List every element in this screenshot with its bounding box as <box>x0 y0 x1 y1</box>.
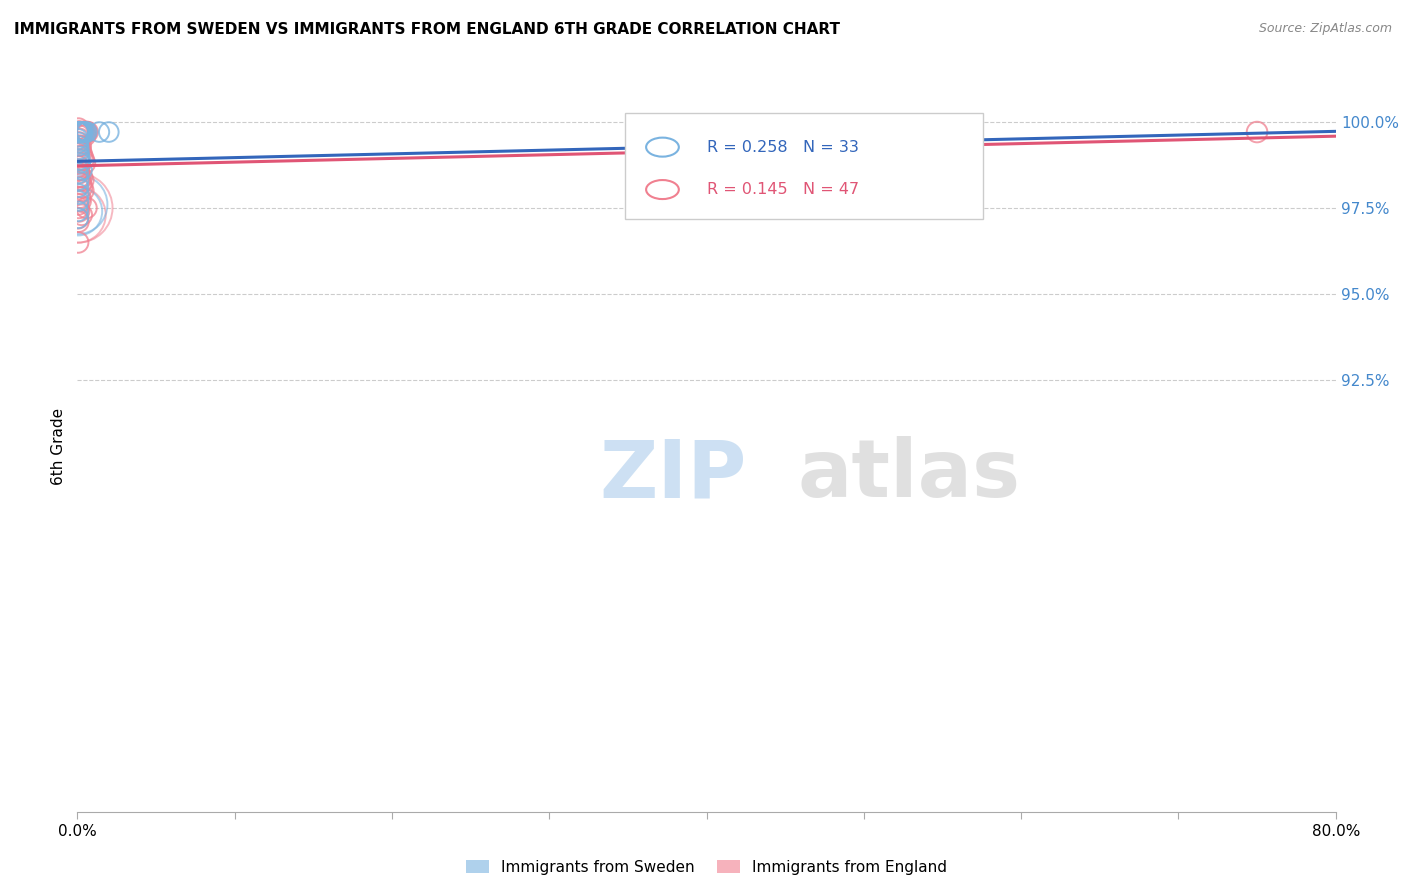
Point <box>72 173 94 187</box>
Point <box>97 125 120 139</box>
Point <box>67 132 90 146</box>
Point <box>67 187 90 202</box>
Point <box>67 149 90 163</box>
Point <box>67 136 90 150</box>
Point <box>69 138 91 153</box>
Point <box>67 125 90 139</box>
Point <box>69 132 91 146</box>
Point <box>67 166 90 180</box>
Point <box>67 204 90 219</box>
Point <box>69 173 91 187</box>
Point <box>69 125 91 139</box>
Point <box>70 163 93 178</box>
Point <box>69 125 91 139</box>
Point <box>70 169 93 184</box>
FancyBboxPatch shape <box>624 113 983 219</box>
Point <box>70 208 93 222</box>
Point <box>70 125 93 139</box>
Point <box>69 125 91 139</box>
Text: Source: ZipAtlas.com: Source: ZipAtlas.com <box>1258 22 1392 36</box>
Legend: Immigrants from Sweden, Immigrants from England: Immigrants from Sweden, Immigrants from … <box>460 854 953 881</box>
Y-axis label: 6th Grade: 6th Grade <box>51 408 66 484</box>
Point <box>67 169 90 184</box>
Point <box>69 194 91 208</box>
Point <box>70 125 93 139</box>
Point <box>67 173 90 187</box>
Point <box>72 125 94 139</box>
Point <box>69 156 91 170</box>
Point <box>67 204 90 219</box>
Point <box>67 204 90 219</box>
Point <box>67 125 90 139</box>
Point <box>67 160 90 174</box>
Text: atlas: atlas <box>797 436 1021 515</box>
Point <box>72 125 94 139</box>
Point <box>75 125 97 139</box>
Point <box>70 177 93 191</box>
Point <box>67 125 90 139</box>
Point <box>67 194 90 208</box>
Point <box>69 125 91 139</box>
Point <box>67 138 90 153</box>
Point <box>72 153 94 167</box>
Point <box>67 128 90 143</box>
Point <box>67 125 90 139</box>
Point <box>75 125 97 139</box>
Point <box>67 235 90 250</box>
Point <box>1246 125 1268 139</box>
Point <box>66 201 89 215</box>
Point <box>89 125 111 139</box>
Point <box>67 121 90 136</box>
Point <box>70 180 93 194</box>
Point <box>67 125 90 139</box>
Point <box>75 128 97 143</box>
Point <box>75 125 97 139</box>
Point <box>67 197 90 211</box>
Point <box>67 138 90 153</box>
Text: ZIP: ZIP <box>599 436 747 515</box>
Point <box>67 163 90 178</box>
Point <box>76 125 98 139</box>
Point <box>70 145 93 160</box>
Point <box>75 201 97 215</box>
Point <box>69 125 91 139</box>
Point <box>69 153 91 167</box>
Point <box>73 125 96 139</box>
Point <box>67 163 90 178</box>
Point <box>69 125 91 139</box>
Point <box>69 191 91 205</box>
Point <box>72 149 94 163</box>
Point <box>67 166 90 180</box>
Point <box>66 125 89 139</box>
Point <box>72 184 94 198</box>
Text: IMMIGRANTS FROM SWEDEN VS IMMIGRANTS FROM ENGLAND 6TH GRADE CORRELATION CHART: IMMIGRANTS FROM SWEDEN VS IMMIGRANTS FRO… <box>14 22 839 37</box>
Point <box>72 125 94 139</box>
Point <box>67 180 90 194</box>
Point <box>73 156 96 170</box>
Point <box>69 142 91 156</box>
Point <box>67 125 90 139</box>
Point <box>67 215 90 229</box>
Point <box>70 125 93 139</box>
Point <box>67 125 90 139</box>
Point <box>66 211 89 226</box>
Point <box>67 136 90 150</box>
Text: R = 0.258   N = 33: R = 0.258 N = 33 <box>707 140 859 154</box>
Point <box>67 142 90 156</box>
Point <box>67 145 90 160</box>
Point <box>67 201 90 215</box>
Point <box>66 208 89 222</box>
Point <box>67 211 90 226</box>
Point <box>67 125 90 139</box>
Point <box>66 197 89 211</box>
Text: R = 0.145   N = 47: R = 0.145 N = 47 <box>707 182 859 197</box>
Point <box>76 125 98 139</box>
Point <box>70 125 93 139</box>
